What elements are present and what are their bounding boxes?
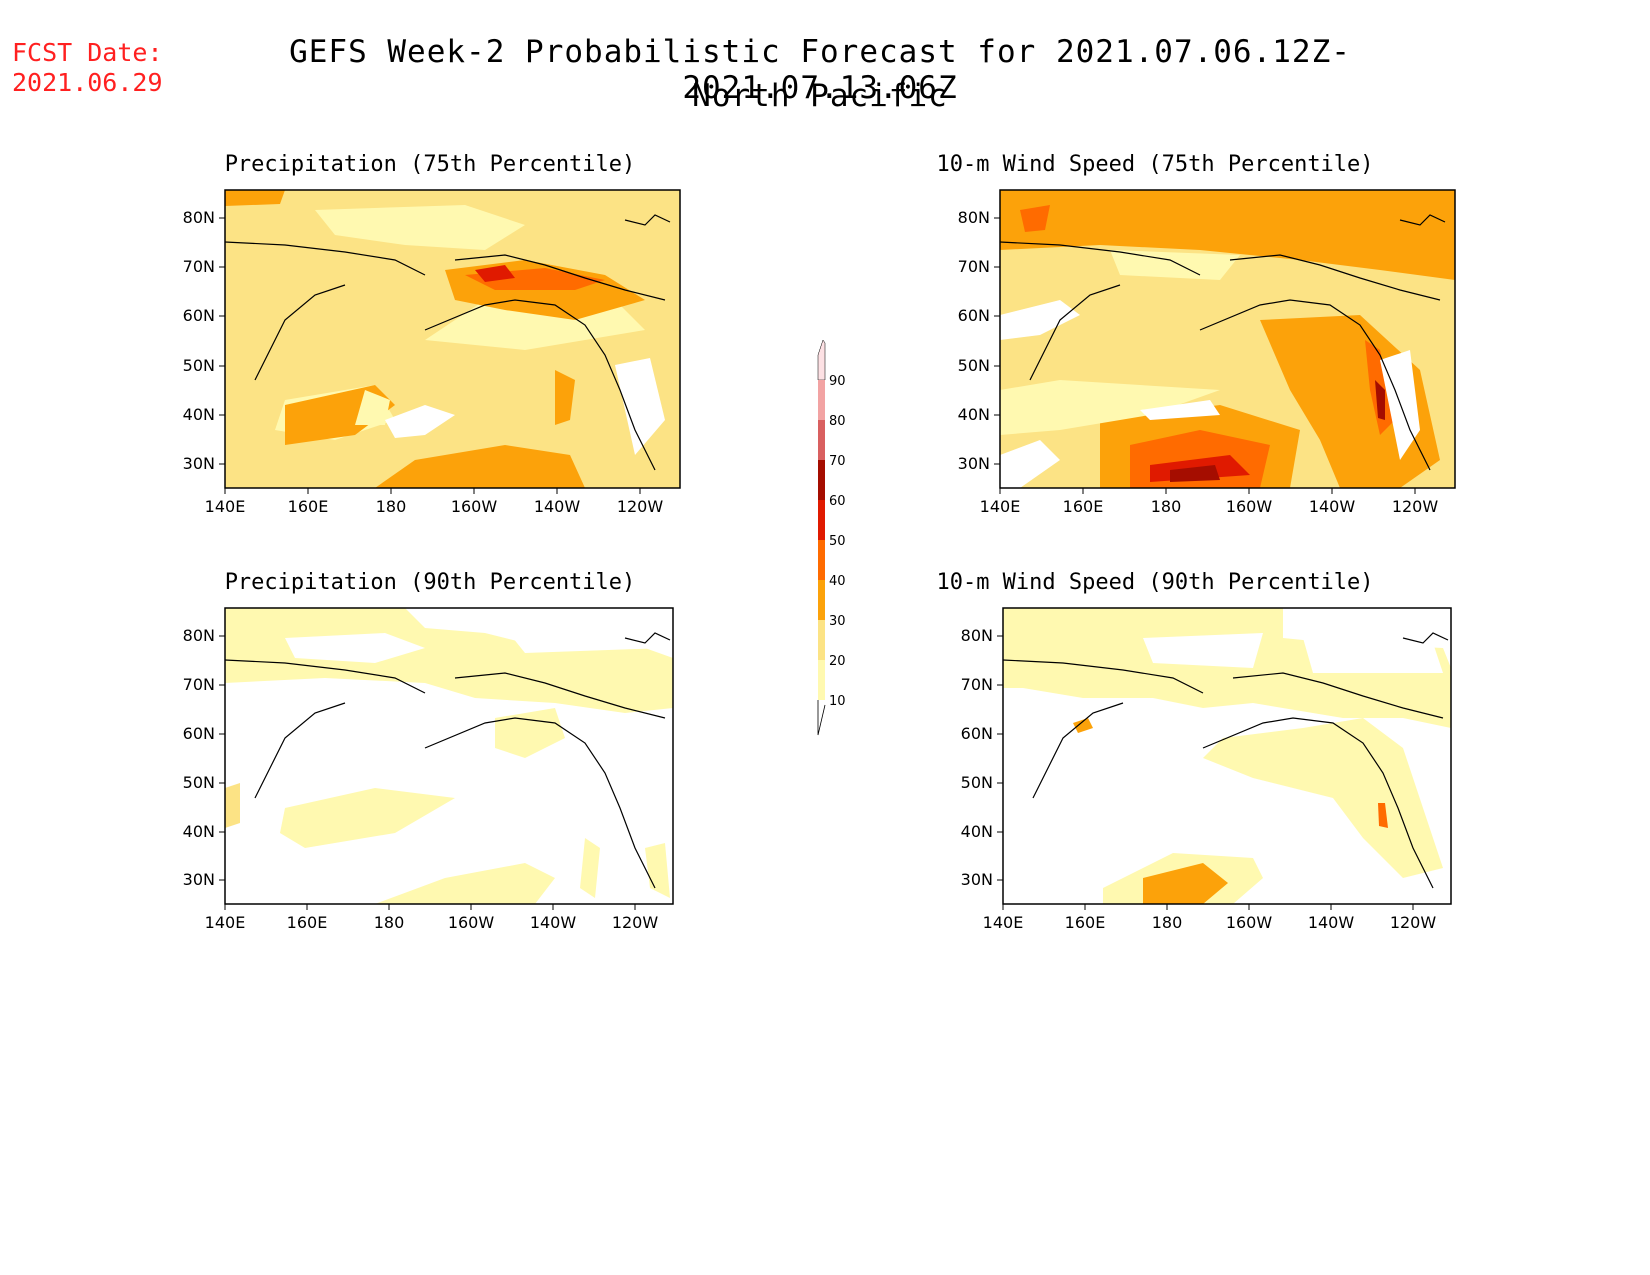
panel-title-wind-90: 10-m Wind Speed (90th Percentile) — [936, 570, 1374, 595]
lon-tick-label: 160W — [451, 497, 498, 516]
lon-tick-label: 180 — [1152, 913, 1183, 932]
lon-tick-label: 180 — [374, 913, 405, 932]
colorbar-label: 60 — [829, 494, 846, 509]
lat-axis: 80N 70N 60N 50N 40N 30N — [183, 208, 225, 473]
lat-tick-label: 40N — [183, 822, 215, 841]
lon-tick-label: 140W — [534, 497, 581, 516]
lon-tick-label: 160E — [1065, 913, 1106, 932]
lat-axis: 80N 70N 60N 50N 40N 30N — [961, 626, 1003, 889]
lon-tick-label: 140W — [1308, 913, 1355, 932]
lon-tick-label: 120W — [612, 913, 659, 932]
coastline — [999, 214, 1446, 471]
colorbar-label: 40 — [829, 574, 846, 589]
map-frame — [224, 607, 674, 905]
lat-tick-label: 80N — [183, 208, 215, 227]
colorbar-label: 30 — [829, 614, 846, 629]
lon-axis: 140E 160E 180 160W 140W 120W — [983, 904, 1437, 932]
precip75-contours — [225, 190, 665, 488]
lon-tick-label: 120W — [617, 497, 664, 516]
main-title: GEFS Week-2 Probabilistic Forecast for 2… — [289, 34, 1351, 106]
map-panel-wind-75: 80N 70N 60N 50N 40N 30N 140E 160E 180 16… — [958, 189, 1456, 516]
lat-axis: 80N 70N 60N 50N 40N 30N — [958, 208, 1000, 473]
lon-axis: 140E 160E 180 160W 140W 120W — [980, 488, 1439, 516]
lat-tick-label: 40N — [958, 405, 990, 424]
lon-tick-label: 160W — [1226, 497, 1273, 516]
panel-title-precip-75: Precipitation (75th Percentile) — [224, 152, 636, 177]
forecast-date-value: 2021.06.29 — [12, 68, 163, 97]
precip90-contours — [225, 608, 673, 904]
colorbar-label: 90 — [829, 374, 846, 389]
lon-tick-label: 140E — [983, 913, 1024, 932]
lat-tick-label: 60N — [183, 306, 215, 325]
lon-tick-label: 160E — [287, 913, 328, 932]
lon-tick-label: 160E — [288, 497, 329, 516]
wind90-contours — [1003, 608, 1451, 904]
lon-tick-label: 160W — [448, 913, 495, 932]
lon-tick-label: 180 — [1151, 497, 1182, 516]
lon-tick-label: 180 — [376, 497, 407, 516]
lon-tick-label: 140E — [980, 497, 1021, 516]
lat-tick-label: 50N — [958, 356, 990, 375]
lon-tick-label: 140E — [205, 913, 246, 932]
lat-tick-label: 80N — [958, 208, 990, 227]
panel-title-precip-90: Precipitation (90th Percentile) — [224, 570, 636, 595]
forecast-date-label: FCST Date: — [12, 38, 163, 67]
coastline — [1002, 632, 1449, 889]
lon-tick-label: 140W — [1309, 497, 1356, 516]
lat-tick-label: 70N — [961, 675, 993, 694]
lat-tick-label: 30N — [961, 870, 993, 889]
region-title: North Pacific — [692, 78, 948, 114]
map-frame — [224, 189, 681, 489]
lon-tick-label: 140W — [530, 913, 577, 932]
lat-tick-label: 70N — [958, 257, 990, 276]
lat-tick-label: 50N — [183, 356, 215, 375]
lat-tick-label: 30N — [183, 454, 215, 473]
map-frame — [1002, 607, 1452, 905]
colorbar-label: 80 — [829, 414, 846, 429]
lat-tick-label: 70N — [183, 257, 215, 276]
map-panel-wind-90: 80N 70N 60N 50N 40N 30N 140E 160E 180 16… — [961, 607, 1452, 932]
lat-tick-label: 80N — [183, 626, 215, 645]
lon-axis: 140E 160E 180 160W 140W 120W — [205, 904, 659, 932]
coastline — [224, 214, 671, 471]
lat-tick-label: 40N — [183, 405, 215, 424]
lat-axis: 80N 70N 60N 50N 40N 30N — [183, 626, 225, 889]
lat-tick-label: 70N — [183, 675, 215, 694]
panel-title-wind-75: 10-m Wind Speed (75th Percentile) — [936, 152, 1374, 177]
lat-tick-label: 40N — [961, 822, 993, 841]
lon-tick-label: 120W — [1390, 913, 1437, 932]
coastline — [224, 632, 671, 889]
lat-tick-label: 60N — [958, 306, 990, 325]
lat-tick-label: 60N — [183, 724, 215, 743]
lon-tick-label: 160W — [1226, 913, 1273, 932]
map-frame — [999, 189, 1456, 489]
colorbar-label: 50 — [829, 534, 846, 549]
colorbar: 90 80 70 60 50 40 30 20 10 — [817, 339, 846, 736]
lat-tick-label: 50N — [183, 773, 215, 792]
lat-tick-label: 30N — [958, 454, 990, 473]
colorbar-label: 20 — [829, 654, 846, 669]
colorbar-label: 10 — [829, 694, 846, 709]
lon-tick-label: 140E — [205, 497, 246, 516]
lon-axis: 140E 160E 180 160W 140W 120W — [205, 488, 664, 516]
lon-tick-label: 120W — [1392, 497, 1439, 516]
map-panel-precip-75: 80N 70N 60N 50N 40N 30N 140E 160E 180 16… — [183, 189, 681, 516]
lat-tick-label: 60N — [961, 724, 993, 743]
lat-tick-label: 30N — [183, 870, 215, 889]
forecast-date-block: FCST Date: 2021.06.29 — [12, 38, 163, 98]
wind75-contours — [1000, 190, 1455, 488]
colorbar-label: 70 — [829, 454, 846, 469]
lat-tick-label: 50N — [961, 773, 993, 792]
lon-tick-label: 160E — [1063, 497, 1104, 516]
lat-tick-label: 80N — [961, 626, 993, 645]
map-panel-precip-90: 80N 70N 60N 50N 40N 30N 140E 160E 180 16… — [183, 607, 674, 932]
